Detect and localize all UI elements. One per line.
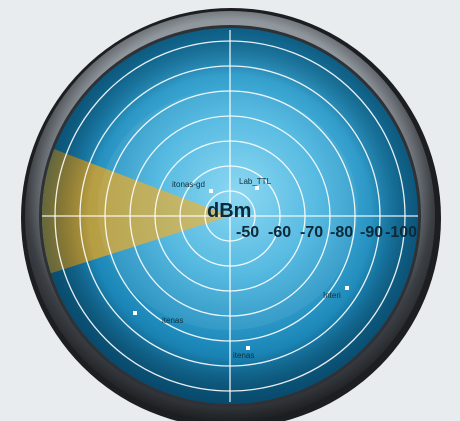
unit-label: dBm xyxy=(207,200,251,222)
network-label: itenas xyxy=(162,316,183,325)
network-label: Lab_TTL xyxy=(239,177,272,186)
network-blip[interactable]: Lab_TTL xyxy=(239,177,272,190)
network-dot-icon xyxy=(133,311,137,315)
network-blip[interactable]: itenas xyxy=(133,311,183,325)
scale-label: -60 xyxy=(268,224,291,241)
scale-label: -80 xyxy=(330,224,353,241)
crosshair-lines xyxy=(42,30,418,402)
scale-labels: -50 -60 -70 -80 -90 -100 xyxy=(236,224,417,241)
network-label: itonas-gd xyxy=(172,180,205,189)
scale-label: -90 xyxy=(360,224,383,241)
network-blip[interactable]: itonas-gd xyxy=(172,180,213,193)
scale-label: -50 xyxy=(236,224,259,241)
network-blip[interactable]: Interi xyxy=(323,286,349,300)
network-blip[interactable]: itenas xyxy=(233,346,254,360)
scale-label: -70 xyxy=(300,224,323,241)
network-dot-icon xyxy=(246,346,250,350)
network-dot-icon xyxy=(209,189,213,193)
network-dot-icon xyxy=(345,286,349,290)
network-dot-icon xyxy=(255,186,259,190)
network-label: Interi xyxy=(323,291,341,300)
scale-label: -100 xyxy=(385,224,417,241)
network-label: itenas xyxy=(233,351,254,360)
